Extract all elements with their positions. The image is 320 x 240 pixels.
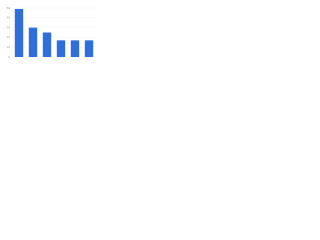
bar [28,27,38,57]
y-tick-label: 0 [8,55,10,59]
y-tick-label: 40 [7,16,11,20]
page: {"chart_data": {"type": "bar", "categori… [0,0,320,71]
bar [56,40,66,57]
bar [42,32,52,57]
bar [70,40,80,57]
y-tick-label: 30 [7,25,11,29]
y-tick-label: 50 [7,6,11,10]
bar [14,8,24,57]
chart: 0 10 20 30 40 50 [7,6,96,59]
y-tick-label: 10 [7,45,11,49]
y-tick-label: 20 [7,35,11,39]
bar [84,40,94,57]
